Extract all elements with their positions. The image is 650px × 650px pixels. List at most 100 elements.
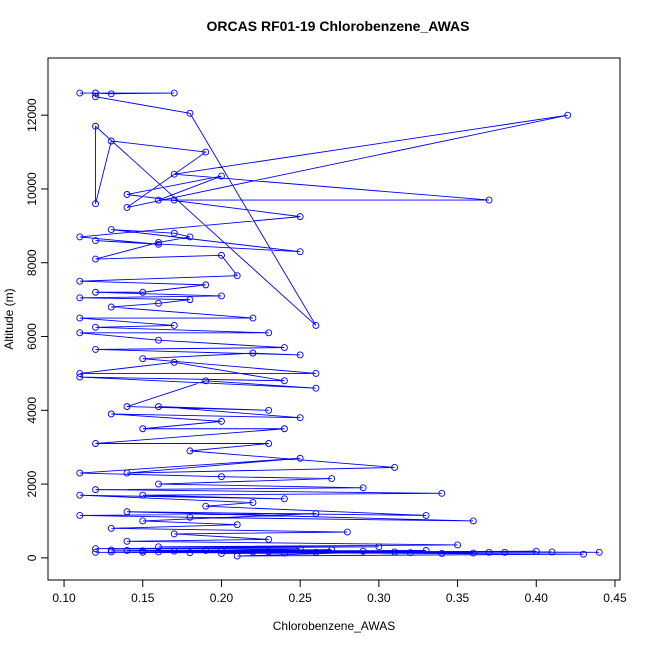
data-point <box>186 447 194 455</box>
data-point <box>280 495 288 503</box>
x-tick-label: 0.15 <box>131 591 155 605</box>
data-point <box>155 480 162 488</box>
data-point <box>233 272 241 280</box>
x-axis-label: Chlorobenzene_AWAS <box>273 619 396 633</box>
data-point <box>170 170 178 178</box>
data-point <box>139 517 147 525</box>
data-point <box>202 148 210 156</box>
data-point <box>107 410 115 418</box>
data-point <box>76 314 84 322</box>
data-point <box>280 344 288 352</box>
data-point <box>107 303 115 311</box>
data-point <box>76 491 84 499</box>
data-point <box>595 548 603 556</box>
x-tick-label: 0.20 <box>210 591 234 605</box>
data-point <box>580 550 587 558</box>
data-point <box>170 196 178 204</box>
data-point <box>391 464 399 471</box>
data-point <box>107 548 115 556</box>
data-point <box>92 323 99 331</box>
data-line <box>79 92 600 557</box>
data-point <box>92 486 99 494</box>
data-point <box>92 93 99 101</box>
data-point <box>391 548 399 556</box>
data-point <box>123 537 131 545</box>
data-point <box>76 369 84 377</box>
data-point <box>438 549 446 557</box>
x-tick-label: 0.30 <box>367 591 391 605</box>
data-point <box>218 547 225 554</box>
y-tick-label: 10000 <box>25 172 39 206</box>
data-point <box>296 545 304 553</box>
data-point <box>265 406 273 414</box>
data-point <box>139 425 147 433</box>
data-point <box>123 547 131 554</box>
data-point <box>469 549 477 557</box>
data-point <box>186 296 194 304</box>
x-tick-label: 0.10 <box>52 591 76 605</box>
data-point <box>233 521 241 529</box>
data-point <box>139 491 147 499</box>
data-point <box>422 547 430 554</box>
data-point <box>249 499 257 506</box>
data-point <box>170 530 178 538</box>
data-point <box>218 292 225 300</box>
data-point <box>155 548 162 556</box>
data-point <box>328 475 336 483</box>
data-point <box>107 90 115 98</box>
data-point <box>76 277 84 285</box>
data-point <box>92 345 99 353</box>
data-point <box>312 548 320 556</box>
data-point <box>296 454 304 462</box>
data-point <box>202 377 210 385</box>
data-point <box>202 281 210 289</box>
data-point <box>359 484 367 492</box>
data-point <box>155 336 162 344</box>
data-point <box>280 425 288 433</box>
data-point <box>170 358 178 366</box>
y-tick-label: 12000 <box>25 98 39 132</box>
data-point <box>218 172 225 180</box>
plot-frame <box>47 57 621 581</box>
data-point <box>265 440 273 447</box>
data-point <box>92 89 99 97</box>
data-point <box>406 549 414 557</box>
data-point <box>155 239 162 246</box>
y-axis-label: Altitude (m) <box>2 288 16 349</box>
data-point <box>296 351 304 359</box>
data-point <box>139 355 147 363</box>
data-point <box>218 549 225 557</box>
data-point <box>76 233 84 241</box>
data-point <box>249 314 257 322</box>
data-point <box>92 545 99 553</box>
data-point <box>265 548 273 556</box>
data-point <box>170 547 178 555</box>
data-point <box>155 240 162 248</box>
data-point <box>170 322 178 329</box>
data-point <box>186 109 194 117</box>
data-point <box>359 547 367 555</box>
data-point <box>202 547 210 554</box>
data-point <box>92 288 99 296</box>
data-point <box>107 524 115 532</box>
data-point <box>170 89 178 97</box>
data-point <box>218 473 225 481</box>
data-point <box>469 517 477 525</box>
data-point <box>123 508 131 516</box>
data-point <box>92 548 99 556</box>
data-point <box>76 373 84 381</box>
data-point <box>155 403 162 411</box>
x-tick-label: 0.45 <box>603 591 627 605</box>
data-point <box>265 329 273 337</box>
data-point <box>92 122 99 130</box>
data-point <box>375 543 383 551</box>
data-point <box>186 549 194 557</box>
data-point <box>312 384 320 392</box>
data-point <box>139 547 147 555</box>
data-point <box>548 548 556 556</box>
x-tick-label: 0.40 <box>525 591 549 605</box>
data-point <box>343 528 351 536</box>
data-point <box>233 552 241 560</box>
data-point <box>249 349 257 357</box>
